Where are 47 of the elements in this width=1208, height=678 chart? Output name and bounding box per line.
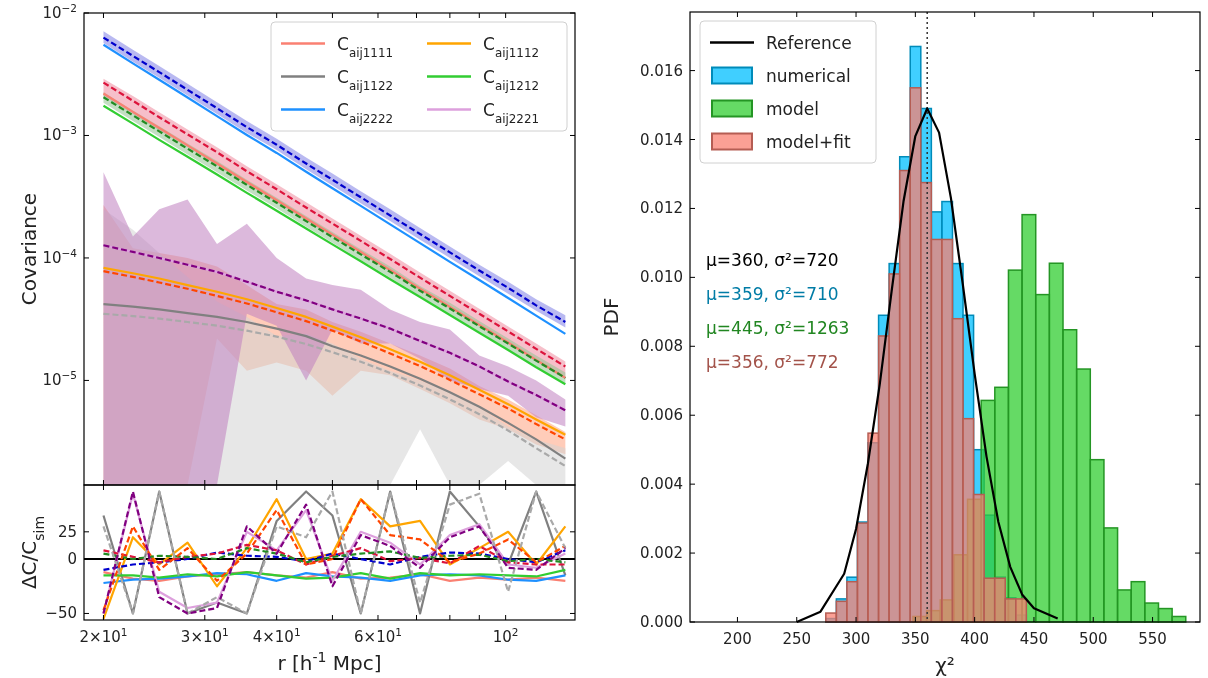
y-tick-label: 0.000 <box>640 613 683 631</box>
annotation: μ=445, σ²=1263 <box>706 318 850 338</box>
legend-label: C$_{aij1122}$ <box>337 66 394 93</box>
x-tick-label: 250 <box>782 630 812 648</box>
y-tick-label: 10$^{−3}$ <box>42 124 77 145</box>
y-tick-label: 10$^{−4}$ <box>42 246 78 267</box>
y-tick-label: 0.012 <box>640 199 683 218</box>
y-tick-label: 0 <box>67 550 77 569</box>
y-tick-label: 0.016 <box>640 61 683 80</box>
legend-label: C$_{aij1212}$ <box>483 66 540 93</box>
x-tick-label: 450 <box>1019 630 1049 648</box>
x-axis-title: r [h$^{-1}$ Mpc] <box>277 649 382 675</box>
legend-label: Reference <box>766 32 852 53</box>
x-tick-label: 2×10$^{1}$ <box>79 626 128 646</box>
legend-label: model+fit <box>766 131 851 152</box>
x-tick-label: 200 <box>723 630 752 648</box>
y-tick-label: 0.014 <box>640 130 683 149</box>
y-tick-label: 0.006 <box>640 406 683 425</box>
x-tick-label: 6×10$^{1}$ <box>354 626 402 646</box>
y-tick-label: 0.010 <box>640 268 683 287</box>
y-tick-label: 0.002 <box>640 544 683 563</box>
y-tick-label: 10$^{−2}$ <box>42 2 77 22</box>
x-tick-label: 300 <box>841 630 871 648</box>
legend-label: C$_{aij2221}$ <box>483 99 540 126</box>
x-tick-label: 10$^{2}$ <box>492 626 519 646</box>
legend-label: C$_{aij1111}$ <box>337 33 394 60</box>
x-tick-label: 350 <box>901 630 930 648</box>
y-axis-title: PDF <box>599 297 623 337</box>
legend-label: model <box>766 98 819 119</box>
x-tick-label: 400 <box>960 630 989 648</box>
y-axis-title: Covariance <box>17 192 41 306</box>
x-tick-label: 550 <box>1138 630 1167 648</box>
annotation: μ=356, σ²=772 <box>706 352 839 372</box>
y-tick-label: 10$^{−5}$ <box>42 369 77 390</box>
annotation: μ=360, σ²=720 <box>706 250 839 270</box>
legend-label: numerical <box>766 65 851 86</box>
x-tick-label: 500 <box>1078 630 1108 648</box>
x-axis-title: χ² <box>935 653 955 677</box>
annotation: μ=359, σ²=710 <box>706 284 839 304</box>
y-tick-label: 0.008 <box>640 337 683 356</box>
legend-label: C$_{aij2222}$ <box>337 99 394 126</box>
x-tick-label: 3×10$^{1}$ <box>180 626 229 646</box>
y-tick-label: 25 <box>57 522 77 541</box>
y-tick-label: −50 <box>45 604 77 623</box>
y-tick-label: 0.004 <box>640 475 683 494</box>
x-tick-label: 4×10$^{1}$ <box>252 626 301 646</box>
legend-label: C$_{aij1112}$ <box>483 33 540 60</box>
